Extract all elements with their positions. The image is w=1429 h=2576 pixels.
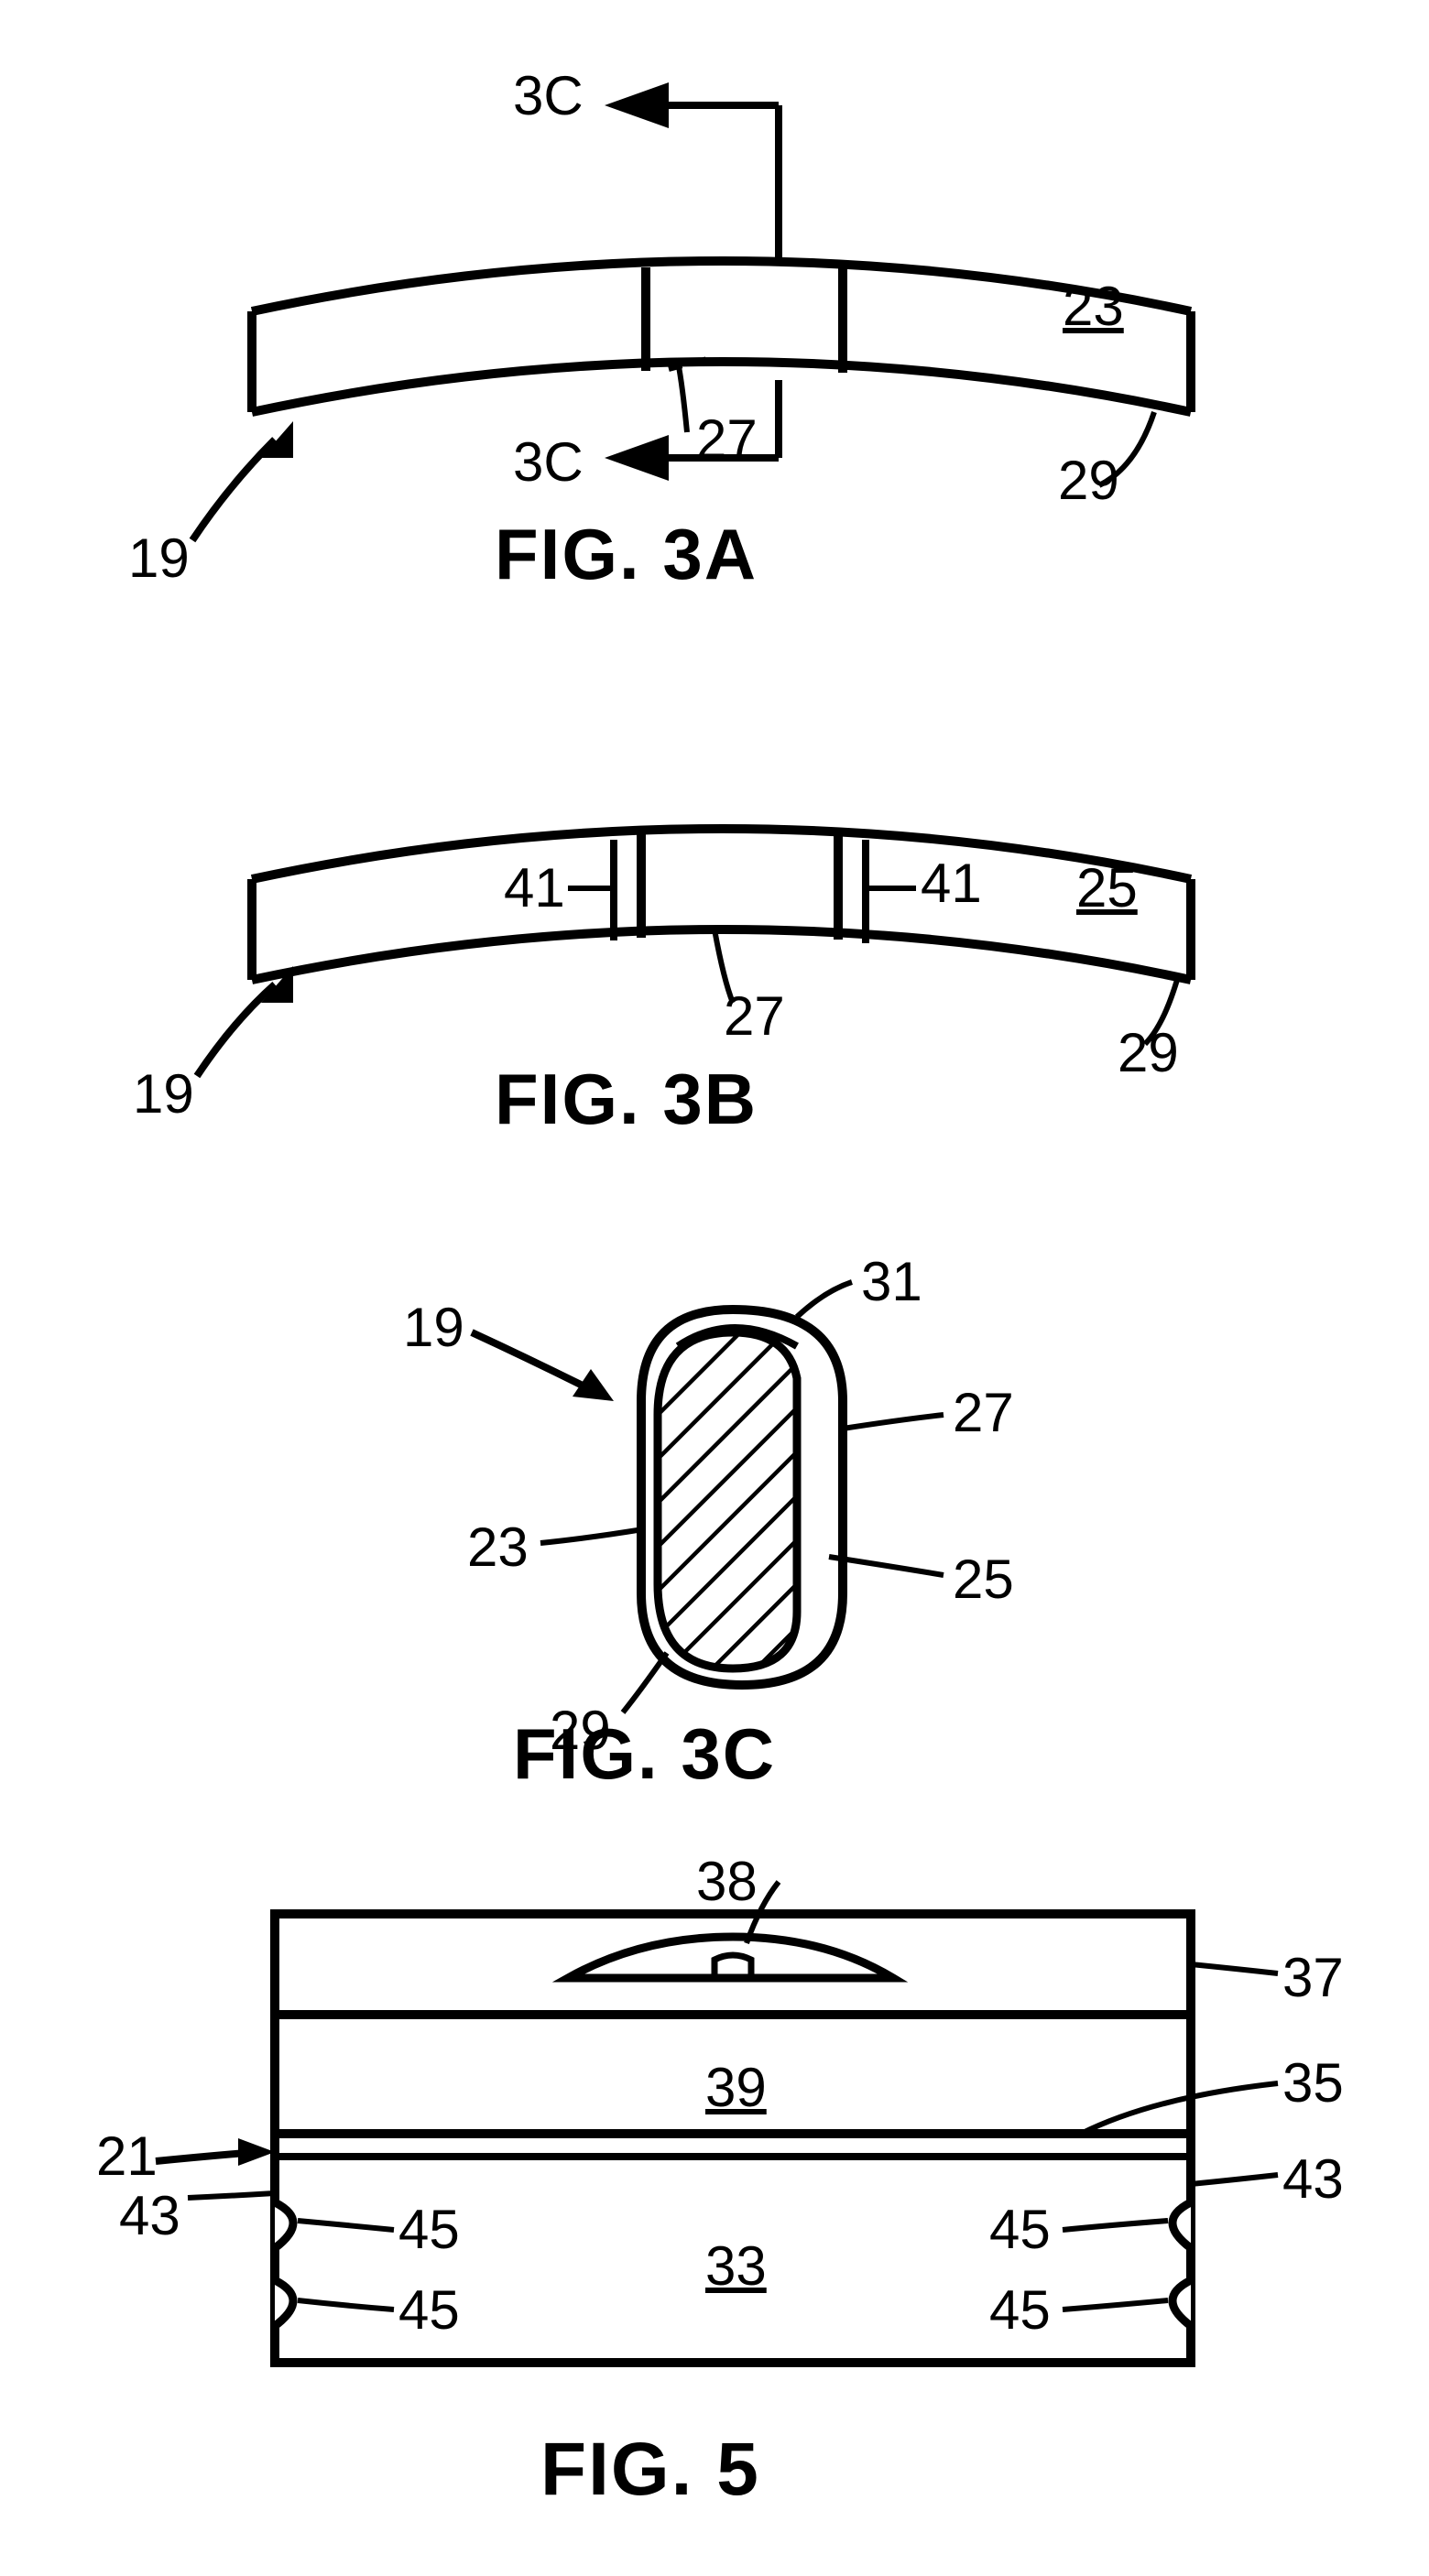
ref-3c-bottom: 3C	[513, 430, 584, 494]
fig3a-group	[192, 82, 1191, 540]
ref-25-3c: 25	[953, 1548, 1014, 1611]
ref-23-3c: 23	[467, 1516, 529, 1579]
ref-43r: 43	[1282, 2147, 1344, 2211]
ref-45-tl: 45	[398, 2198, 460, 2261]
ref-3c-top: 3C	[513, 64, 584, 127]
ref-27-3c: 27	[953, 1381, 1014, 1444]
ref-35: 35	[1282, 2051, 1344, 2114]
ref-19-3c: 19	[403, 1296, 464, 1359]
fig3c-group	[472, 1282, 944, 1712]
ref-31-3c: 31	[861, 1250, 922, 1313]
ref-29-3a: 29	[1058, 449, 1119, 512]
ref-38: 38	[696, 1850, 758, 1913]
ref-41l: 41	[504, 856, 565, 919]
ref-27-3a: 27	[696, 408, 758, 471]
ref-23-3a: 23	[1063, 275, 1124, 338]
fig5-label: FIG. 5	[540, 2427, 760, 2513]
ref-19-3b: 19	[133, 1062, 194, 1125]
fig3c-label: FIG. 3C	[513, 1712, 776, 1796]
figures-svg	[0, 0, 1429, 2576]
fig3b-group	[197, 829, 1191, 1076]
fig3a-label: FIG. 3A	[495, 513, 758, 596]
ref-27-3b: 27	[724, 984, 785, 1048]
ref-33: 33	[705, 2234, 767, 2298]
ref-43l: 43	[119, 2184, 180, 2247]
ref-45-br: 45	[989, 2278, 1051, 2342]
ref-45-tr: 45	[989, 2198, 1051, 2261]
ref-41r: 41	[921, 852, 982, 915]
fig3b-label: FIG. 3B	[495, 1058, 758, 1141]
ref-37: 37	[1282, 1946, 1344, 2009]
ref-45-bl: 45	[398, 2278, 460, 2342]
page: 3C 3C 19 23 27 29 FIG. 3A 19 41 41 25 27…	[0, 0, 1429, 2576]
ref-29-3b: 29	[1118, 1021, 1179, 1084]
ref-39: 39	[705, 2056, 767, 2119]
ref-25-3b: 25	[1076, 856, 1138, 919]
ref-21: 21	[96, 2125, 158, 2188]
ref-19-3a: 19	[128, 527, 190, 590]
